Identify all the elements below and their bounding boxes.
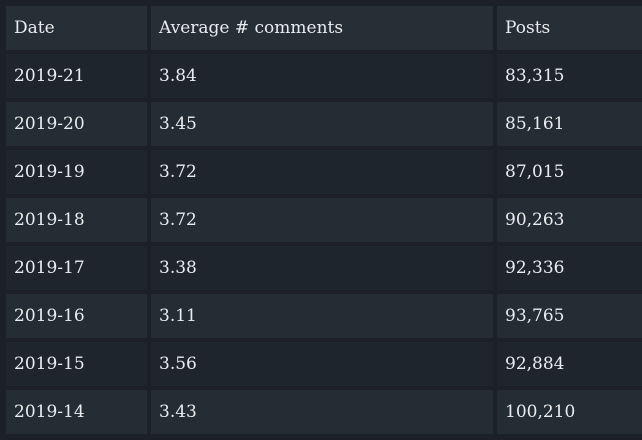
cell-posts: 87,015 xyxy=(497,150,642,194)
table-row: 2019-16 3.11 93,765 xyxy=(6,294,642,338)
cell-average-comments: 3.11 xyxy=(151,294,493,338)
cell-posts: 83,315 xyxy=(497,54,642,98)
cell-date: 2019-16 xyxy=(6,294,147,338)
cell-posts: 93,765 xyxy=(497,294,642,338)
table-row: 2019-20 3.45 85,161 xyxy=(6,102,642,146)
cell-posts: 100,210 xyxy=(497,390,642,434)
cell-posts: 85,161 xyxy=(497,102,642,146)
cell-average-comments: 3.38 xyxy=(151,246,493,290)
cell-date: 2019-18 xyxy=(6,198,147,242)
cell-average-comments: 3.72 xyxy=(151,198,493,242)
cell-average-comments: 3.72 xyxy=(151,150,493,194)
cell-posts: 90,263 xyxy=(497,198,642,242)
header-posts[interactable]: Posts xyxy=(497,6,642,50)
header-date[interactable]: Date xyxy=(6,6,147,50)
cell-date: 2019-19 xyxy=(6,150,147,194)
cell-posts: 92,884 xyxy=(497,342,642,386)
table-row: 2019-15 3.56 92,884 xyxy=(6,342,642,386)
cell-date: 2019-15 xyxy=(6,342,147,386)
header-average-comments[interactable]: Average # comments xyxy=(151,6,493,50)
cell-average-comments: 3.84 xyxy=(151,54,493,98)
cell-date: 2019-17 xyxy=(6,246,147,290)
table-row: 2019-14 3.43 100,210 xyxy=(6,390,642,434)
cell-posts: 92,336 xyxy=(497,246,642,290)
cell-average-comments: 3.56 xyxy=(151,342,493,386)
cell-date: 2019-20 xyxy=(6,102,147,146)
table-row: 2019-18 3.72 90,263 xyxy=(6,198,642,242)
table-row: 2019-21 3.84 83,315 xyxy=(6,54,642,98)
table-row: 2019-19 3.72 87,015 xyxy=(6,150,642,194)
cell-date: 2019-14 xyxy=(6,390,147,434)
cell-date: 2019-21 xyxy=(6,54,147,98)
table-header-row: Date Average # comments Posts xyxy=(6,6,642,50)
cell-average-comments: 3.45 xyxy=(151,102,493,146)
table-row: 2019-17 3.38 92,336 xyxy=(6,246,642,290)
cell-average-comments: 3.43 xyxy=(151,390,493,434)
